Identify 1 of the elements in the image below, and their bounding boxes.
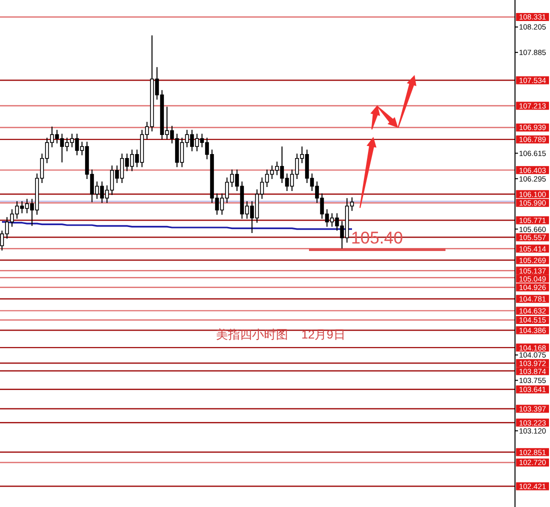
annotation: 美指四小时图 12月9日 [216, 328, 346, 342]
